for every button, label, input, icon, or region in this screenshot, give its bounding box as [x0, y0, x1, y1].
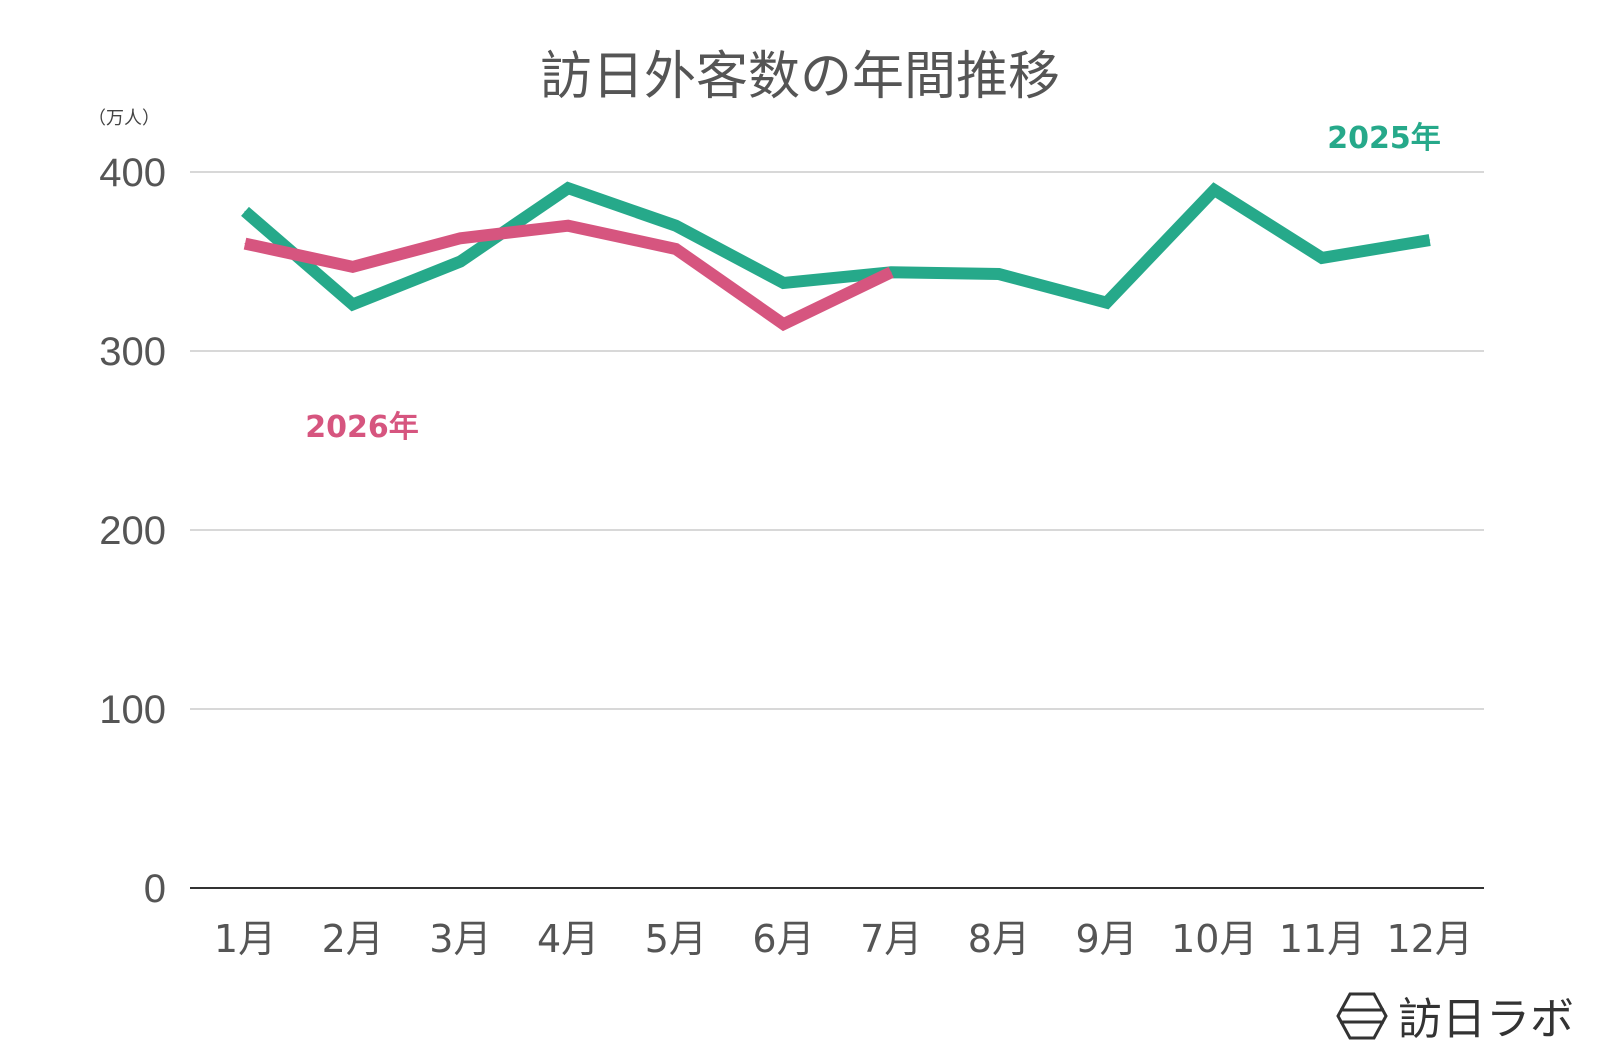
- data-point: [352, 266, 354, 268]
- hexagon-logo-icon: [1336, 992, 1388, 1040]
- data-point: [998, 273, 1000, 275]
- x-tick-label: 6月: [752, 917, 814, 961]
- x-tick-label: 3月: [429, 917, 491, 961]
- y-tick-label: 300: [99, 330, 166, 374]
- y-axis-unit-label: （万人）: [88, 108, 160, 129]
- gridlines: [190, 171, 1484, 889]
- data-point: [352, 303, 354, 305]
- y-axis-ticks: 0 100 200 300 400: [99, 151, 166, 911]
- y-tick-label: 100: [99, 688, 166, 732]
- x-tick-label: 9月: [1076, 917, 1138, 961]
- data-point: [1429, 239, 1431, 241]
- series-lines: [241, 181, 1431, 332]
- x-tick-label: 7月: [860, 917, 922, 961]
- data-point: [1106, 302, 1108, 304]
- x-tick-label: 4月: [537, 917, 599, 961]
- data-point: [783, 282, 784, 284]
- data-point: [1213, 189, 1215, 191]
- x-tick-label: 12月: [1387, 917, 1473, 961]
- y-tick-label: 200: [99, 509, 166, 553]
- x-tick-label: 10月: [1171, 917, 1257, 961]
- x-axis-ticks: 1月 2月 3月 4月 5月 6月 7月 8月 9月 10月 11月 12月: [214, 917, 1473, 961]
- x-tick-label: 5月: [645, 917, 707, 961]
- data-point: [244, 243, 246, 245]
- chart-title: 訪日外客数の年間推移: [540, 47, 1060, 107]
- series-line-0: [241, 181, 1431, 312]
- data-point: [1321, 257, 1323, 259]
- y-tick-label: 400: [99, 151, 166, 195]
- series-label-2026: 2026年: [305, 410, 419, 445]
- brand-logo: 訪日ラボ: [1336, 992, 1574, 1045]
- x-tick-label: 8月: [968, 917, 1030, 961]
- data-point: [675, 225, 677, 227]
- data-point: [244, 210, 246, 212]
- data-point: [783, 323, 784, 325]
- series-label-2025: 2025年: [1327, 121, 1441, 156]
- data-point: [890, 271, 892, 273]
- x-tick-label: 2月: [322, 917, 384, 961]
- data-point: [459, 237, 461, 239]
- series-line-1: [243, 219, 894, 332]
- data-point: [567, 225, 569, 227]
- data-point: [459, 261, 461, 262]
- x-tick-label: 1月: [214, 917, 276, 961]
- x-tick-label: 11月: [1279, 917, 1365, 961]
- y-tick-label: 0: [144, 867, 166, 911]
- data-point: [567, 187, 569, 189]
- data-point: [675, 248, 677, 250]
- brand-name: 訪日ラボ: [1398, 994, 1574, 1045]
